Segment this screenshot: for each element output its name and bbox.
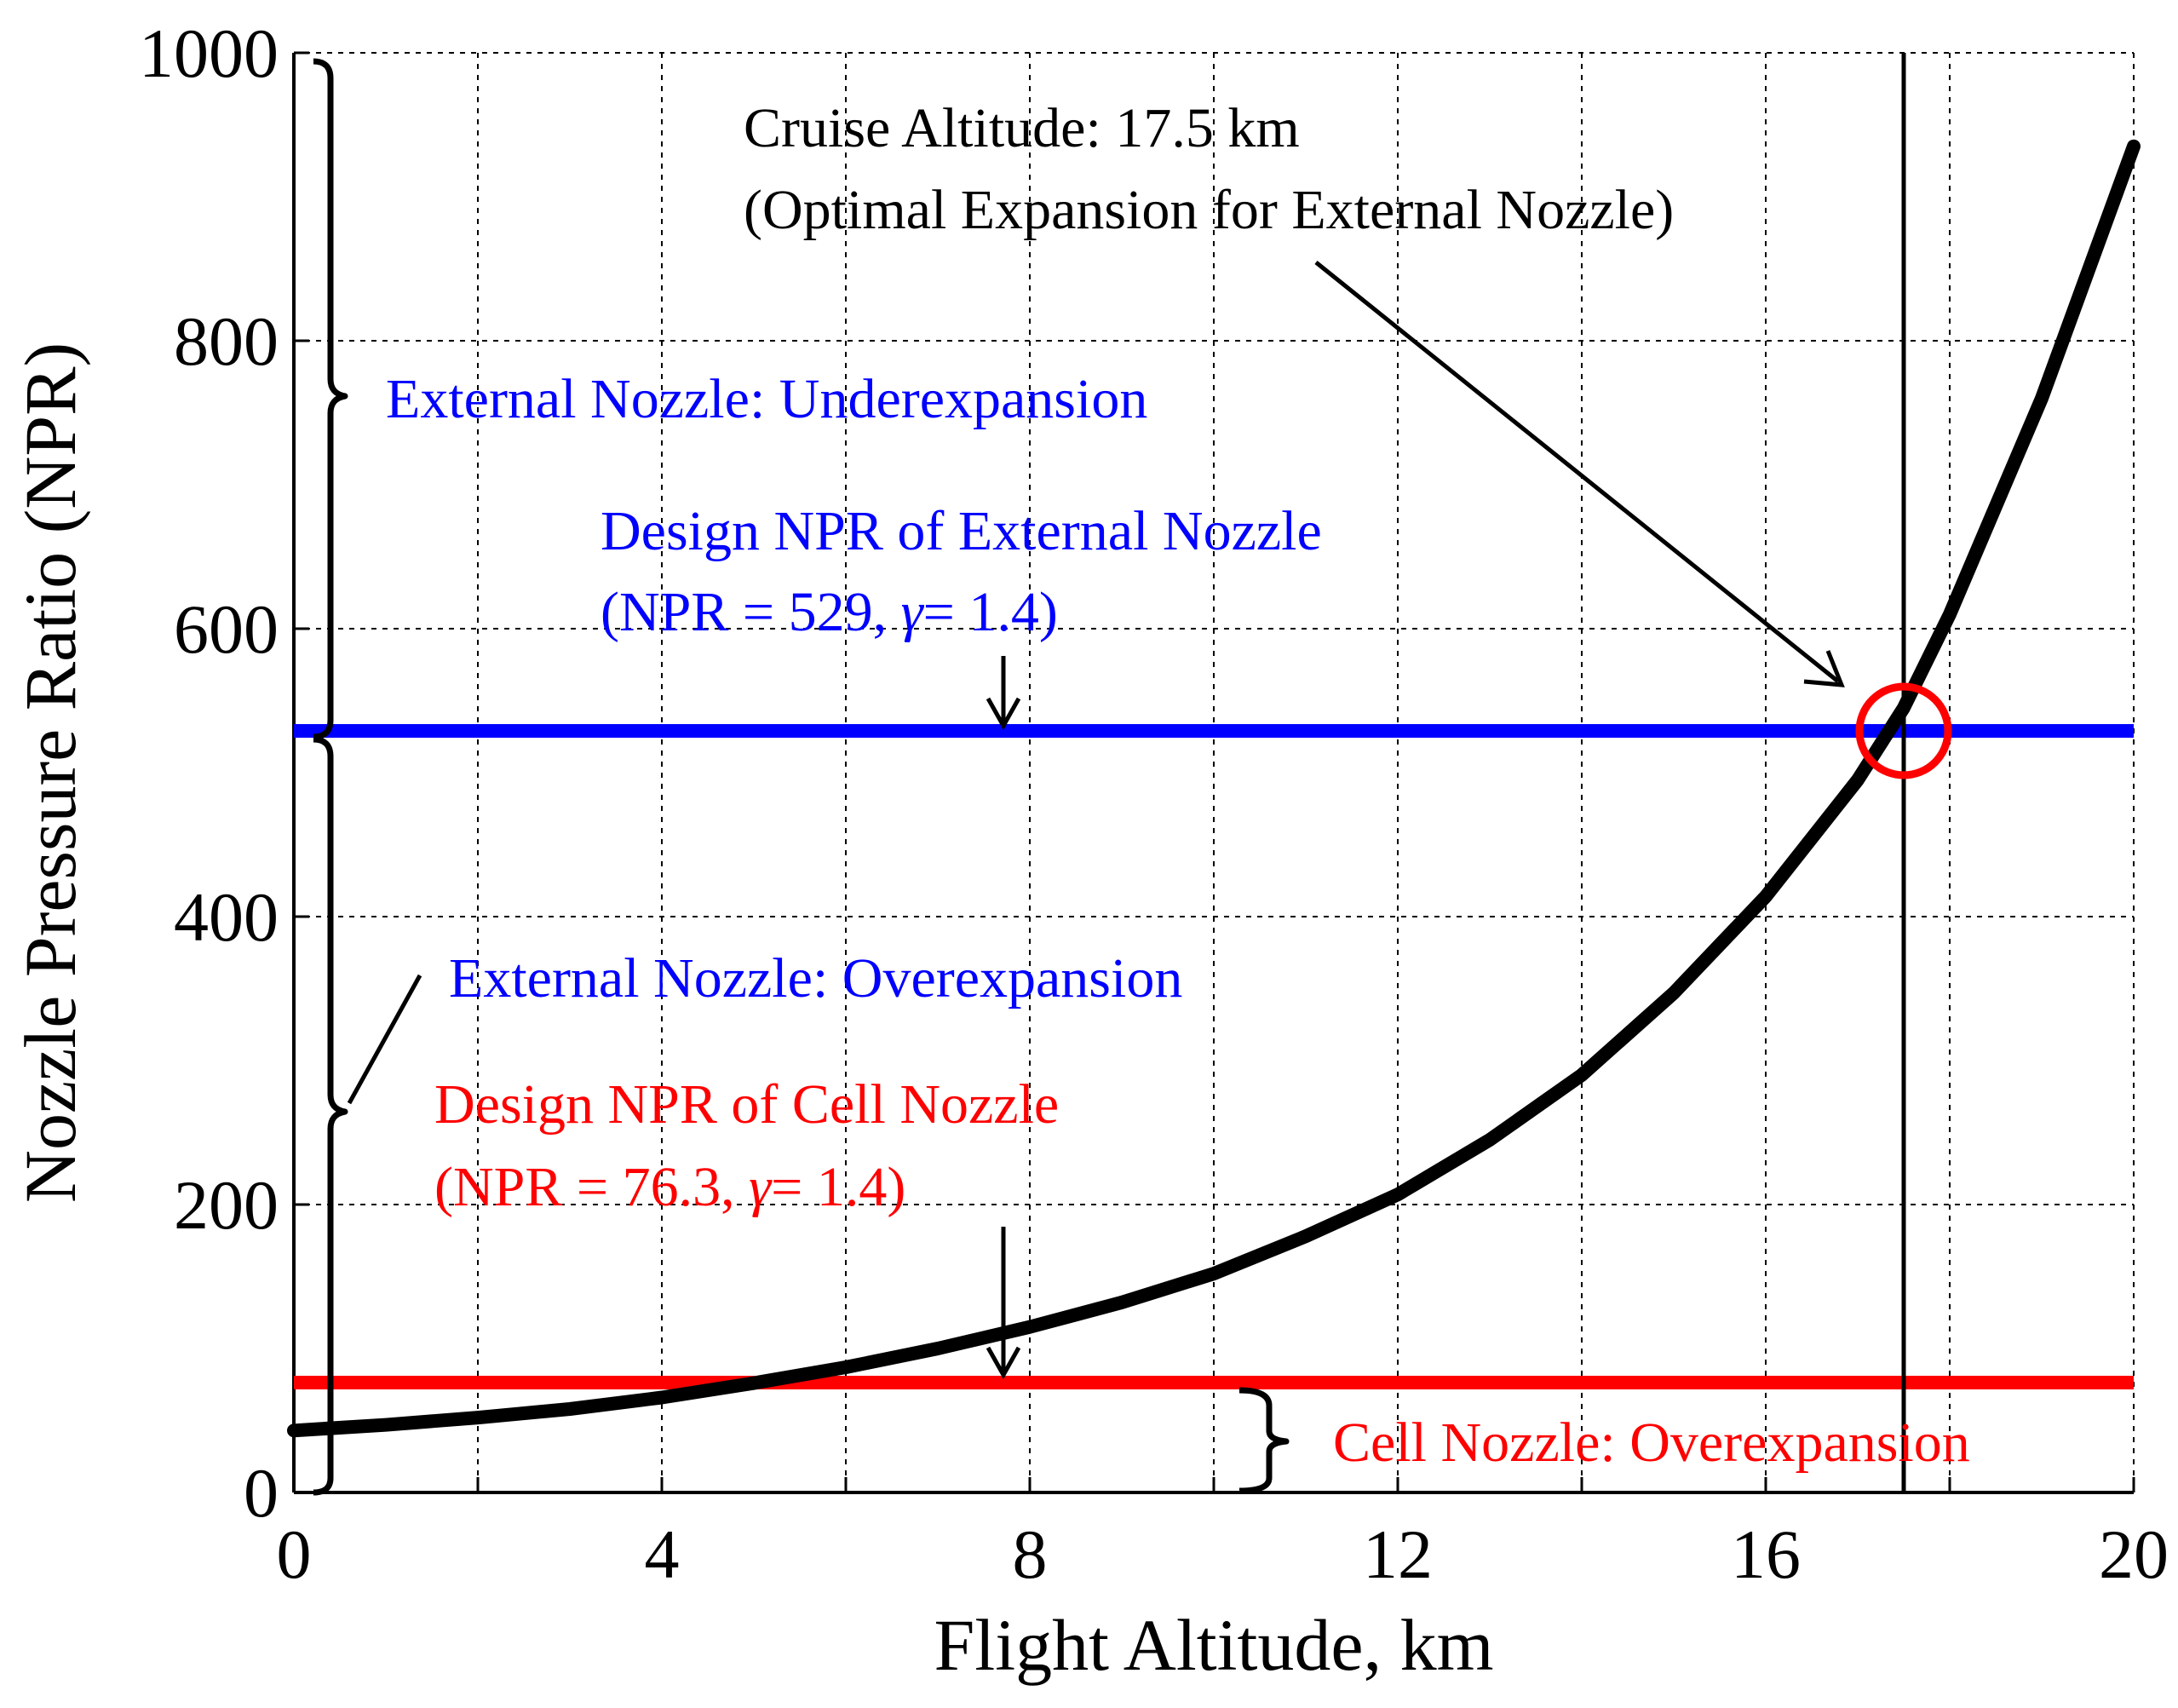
x-tick-label: 0 bbox=[277, 1515, 312, 1593]
cell-design-npr-text: (NPR = 76.3, bbox=[434, 1156, 749, 1218]
pointer-ext-over bbox=[347, 974, 422, 1105]
cruise-label-line1: Cruise Altitude: 17.5 km bbox=[744, 97, 1300, 159]
grid bbox=[294, 52, 2135, 1492]
y-tick-label: 600 bbox=[174, 590, 279, 668]
y-tick-label: 0 bbox=[244, 1454, 279, 1532]
arrow-cruise-head bbox=[1803, 650, 1845, 687]
npr-curve bbox=[287, 139, 2141, 1438]
y-tick-label: 800 bbox=[174, 302, 279, 380]
y-tick-label: 1000 bbox=[139, 14, 279, 92]
ext-underexpansion-label: External Nozzle: Underexpansion bbox=[386, 368, 1147, 430]
x-tick-label: 20 bbox=[2099, 1515, 2169, 1593]
cell-overexpansion-label: Cell Nozzle: Overexpansion bbox=[1333, 1412, 1970, 1474]
cell-design-label-line2: (NPR = 76.3, γ= 1.4) bbox=[434, 1156, 905, 1218]
arrows bbox=[347, 261, 1845, 1380]
ext-design-npr-text: (NPR = 529, bbox=[601, 581, 901, 643]
cell-gamma-symbol: γ bbox=[749, 1156, 773, 1218]
arrow-cruise-shaft bbox=[1314, 261, 1840, 683]
y-ticks: 0 200 400 600 800 1000 bbox=[139, 14, 309, 1532]
ext-design-label-line1: Design NPR of External Nozzle bbox=[601, 500, 1322, 562]
x-ticks: 0 4 8 12 16 20 bbox=[277, 1477, 2169, 1593]
brace-left-lower bbox=[313, 736, 348, 1496]
cell-gamma-value: = 1.4) bbox=[771, 1156, 905, 1218]
optimal-expansion-marker bbox=[1855, 682, 1952, 779]
x-tick-label: 16 bbox=[1731, 1515, 1801, 1593]
x-tick-label: 4 bbox=[645, 1515, 680, 1593]
x-tick-label: 12 bbox=[1363, 1515, 1433, 1593]
brace-cell-over bbox=[1238, 1387, 1290, 1494]
ext-overexpansion-label: External Nozzle: Overexpansion bbox=[449, 947, 1182, 1009]
x-tick-label: 8 bbox=[1013, 1515, 1048, 1593]
y-tick-label: 200 bbox=[174, 1166, 279, 1244]
y-axis-title: Nozzle Pressure Ratio (NPR) bbox=[9, 342, 91, 1203]
arrow-cell-design-head bbox=[986, 1346, 1021, 1380]
cruise-label-line2: (Optimal Expansion for External Nozzle) bbox=[744, 179, 1674, 241]
y-tick-label: 400 bbox=[174, 878, 279, 956]
ext-gamma-symbol: γ bbox=[901, 581, 925, 643]
ext-gamma-value: = 1.4) bbox=[923, 581, 1058, 643]
ext-design-label-line2: (NPR = 529, γ= 1.4) bbox=[601, 581, 1058, 643]
x-axis-title: Flight Altitude, km bbox=[934, 1604, 1493, 1686]
braces bbox=[313, 58, 1290, 1496]
brace-left-upper bbox=[313, 58, 348, 740]
arrow-ext-design-head bbox=[986, 697, 1021, 731]
cell-design-label-line1: Design NPR of Cell Nozzle bbox=[434, 1073, 1059, 1136]
